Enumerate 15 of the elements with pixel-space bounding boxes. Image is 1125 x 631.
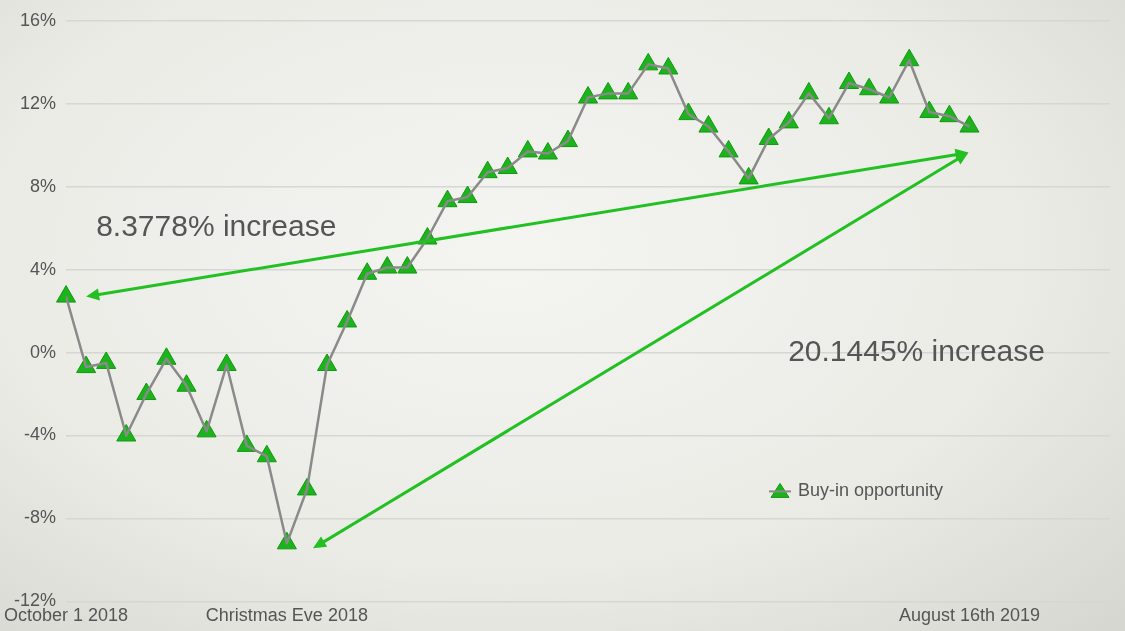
y-tick-label: 8% (30, 175, 57, 196)
legend-label: Buy-in opportunity (798, 480, 944, 501)
point (56, 285, 77, 303)
y-tick-label: 16% (20, 9, 57, 30)
annotation: 20.1445% increase (788, 333, 1045, 367)
x-tick-label: Christmas Eve 2018 (205, 605, 368, 626)
y-tick-label: -8% (24, 507, 57, 528)
annotation: 8.3778% increase (96, 209, 337, 243)
y-tick-label: 12% (20, 92, 57, 113)
x-tick-label: August 16th 2019 (898, 605, 1041, 626)
y-tick-label: 0% (30, 341, 57, 362)
y-tick-label: -4% (24, 424, 57, 445)
y-tick-label: 4% (30, 258, 57, 279)
point (959, 115, 980, 133)
x-tick-label: October 1 2018 (4, 605, 129, 626)
